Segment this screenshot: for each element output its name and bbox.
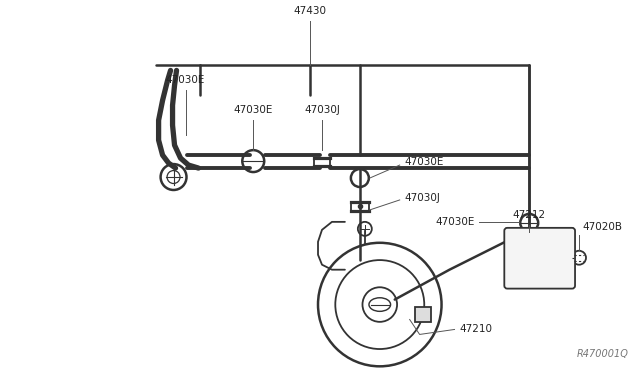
Text: 47210: 47210 [460,324,492,334]
Text: 47020B: 47020B [582,222,622,232]
Text: 47030E: 47030E [166,76,205,86]
Text: 47030J: 47030J [404,193,440,203]
Text: R470001Q: R470001Q [577,349,629,359]
Text: 47212: 47212 [513,210,546,220]
FancyBboxPatch shape [504,228,575,289]
Text: 47430: 47430 [294,6,326,16]
Text: 47030E: 47030E [435,217,474,227]
Text: 47030J: 47030J [304,105,340,115]
FancyBboxPatch shape [415,307,431,323]
Text: 47030E: 47030E [234,105,273,115]
Text: 47030E: 47030E [404,157,444,167]
